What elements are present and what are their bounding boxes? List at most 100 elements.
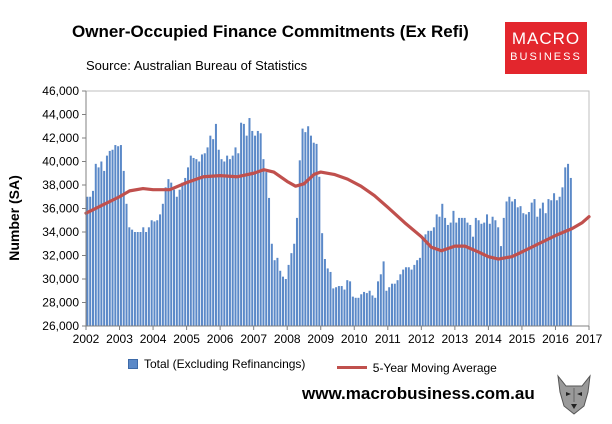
bar [474, 217, 477, 326]
bar [265, 172, 268, 326]
bar [189, 155, 192, 327]
bar [371, 295, 374, 326]
bar [259, 133, 262, 326]
bar [385, 290, 388, 326]
y-tick-label: 30,000 [42, 272, 79, 286]
bar [432, 227, 435, 326]
bar [421, 237, 424, 327]
bar [441, 203, 444, 326]
bar [427, 230, 430, 326]
bar [539, 208, 542, 326]
bar [251, 130, 254, 326]
bar [279, 270, 282, 326]
bar [564, 167, 567, 327]
legend-label-bars: Total (Excluding Refinancings) [144, 357, 306, 371]
bar [192, 157, 195, 326]
bar [254, 135, 257, 326]
bar [234, 147, 237, 326]
bar [444, 217, 447, 326]
y-tick-label: 38,000 [42, 178, 79, 192]
bar [561, 187, 564, 326]
bar [393, 283, 396, 326]
bar [304, 132, 307, 327]
bar [525, 214, 528, 327]
bar [142, 227, 145, 326]
bar [200, 154, 203, 326]
bar [184, 177, 187, 326]
bar [122, 170, 125, 326]
bar [125, 203, 128, 326]
bar [119, 145, 122, 326]
bar [491, 216, 494, 326]
bar [181, 182, 184, 326]
bar [390, 283, 393, 326]
bar [449, 222, 452, 326]
bar [178, 189, 181, 326]
bar [351, 296, 354, 327]
y-tick-label: 36,000 [42, 202, 79, 216]
macrobusiness-logo[interactable]: MACRO BUSINESS [505, 22, 587, 74]
bar [519, 206, 522, 326]
bar [139, 232, 142, 326]
bar [533, 199, 536, 326]
bar [312, 142, 315, 326]
bar [558, 196, 561, 326]
bar [550, 200, 553, 326]
legend-swatch-bars [128, 359, 138, 369]
bar [284, 279, 287, 326]
x-tick-label: 2010 [341, 332, 368, 346]
bar [240, 122, 243, 326]
bar [105, 155, 108, 327]
bar [463, 217, 466, 326]
x-tick-label: 2007 [240, 332, 267, 346]
bar [567, 163, 570, 326]
bar [220, 159, 223, 326]
bar [472, 236, 475, 326]
bar [170, 182, 173, 326]
bar [86, 196, 89, 326]
bar [508, 196, 511, 326]
x-tick-label: 2017 [576, 332, 603, 346]
bar [335, 287, 338, 326]
bar [131, 229, 134, 326]
x-tick-label: 2014 [475, 332, 502, 346]
y-tick-label: 28,000 [42, 296, 79, 310]
chart-title: Owner-Occupied Finance Commitments (Ex R… [72, 22, 469, 41]
bar [522, 213, 525, 326]
bar [404, 267, 407, 326]
legend-item-line: 5-Year Moving Average [336, 360, 497, 375]
bar [527, 212, 530, 326]
bar [150, 220, 153, 326]
y-tick-label: 44,000 [42, 108, 79, 122]
bar [206, 147, 209, 326]
bar [354, 297, 357, 326]
bar [198, 161, 201, 326]
bar [128, 227, 131, 326]
bar [248, 118, 251, 326]
bar [357, 297, 360, 326]
bar [268, 197, 271, 326]
bar [541, 202, 544, 327]
bar [298, 160, 301, 326]
bar [382, 261, 385, 327]
logo-line-1: MACRO [511, 29, 581, 48]
legend-item-bars: Total (Excluding Refinancings) [128, 357, 305, 371]
bar [228, 159, 231, 326]
bar [97, 167, 100, 327]
website-url[interactable]: www.macrobusiness.com.au [302, 384, 535, 403]
bar [505, 201, 508, 326]
wolf-head-icon [557, 374, 591, 415]
bar [309, 135, 312, 326]
bar [388, 287, 391, 326]
bar [416, 260, 419, 326]
bar [377, 281, 380, 326]
plot-area [85, 90, 590, 327]
bar [307, 126, 310, 326]
bar [203, 153, 206, 326]
bar [452, 210, 455, 326]
y-tick-label: 40,000 [42, 155, 79, 169]
legend-label-line: 5-Year Moving Average [372, 360, 497, 375]
bar [497, 227, 500, 326]
bar [153, 221, 156, 326]
